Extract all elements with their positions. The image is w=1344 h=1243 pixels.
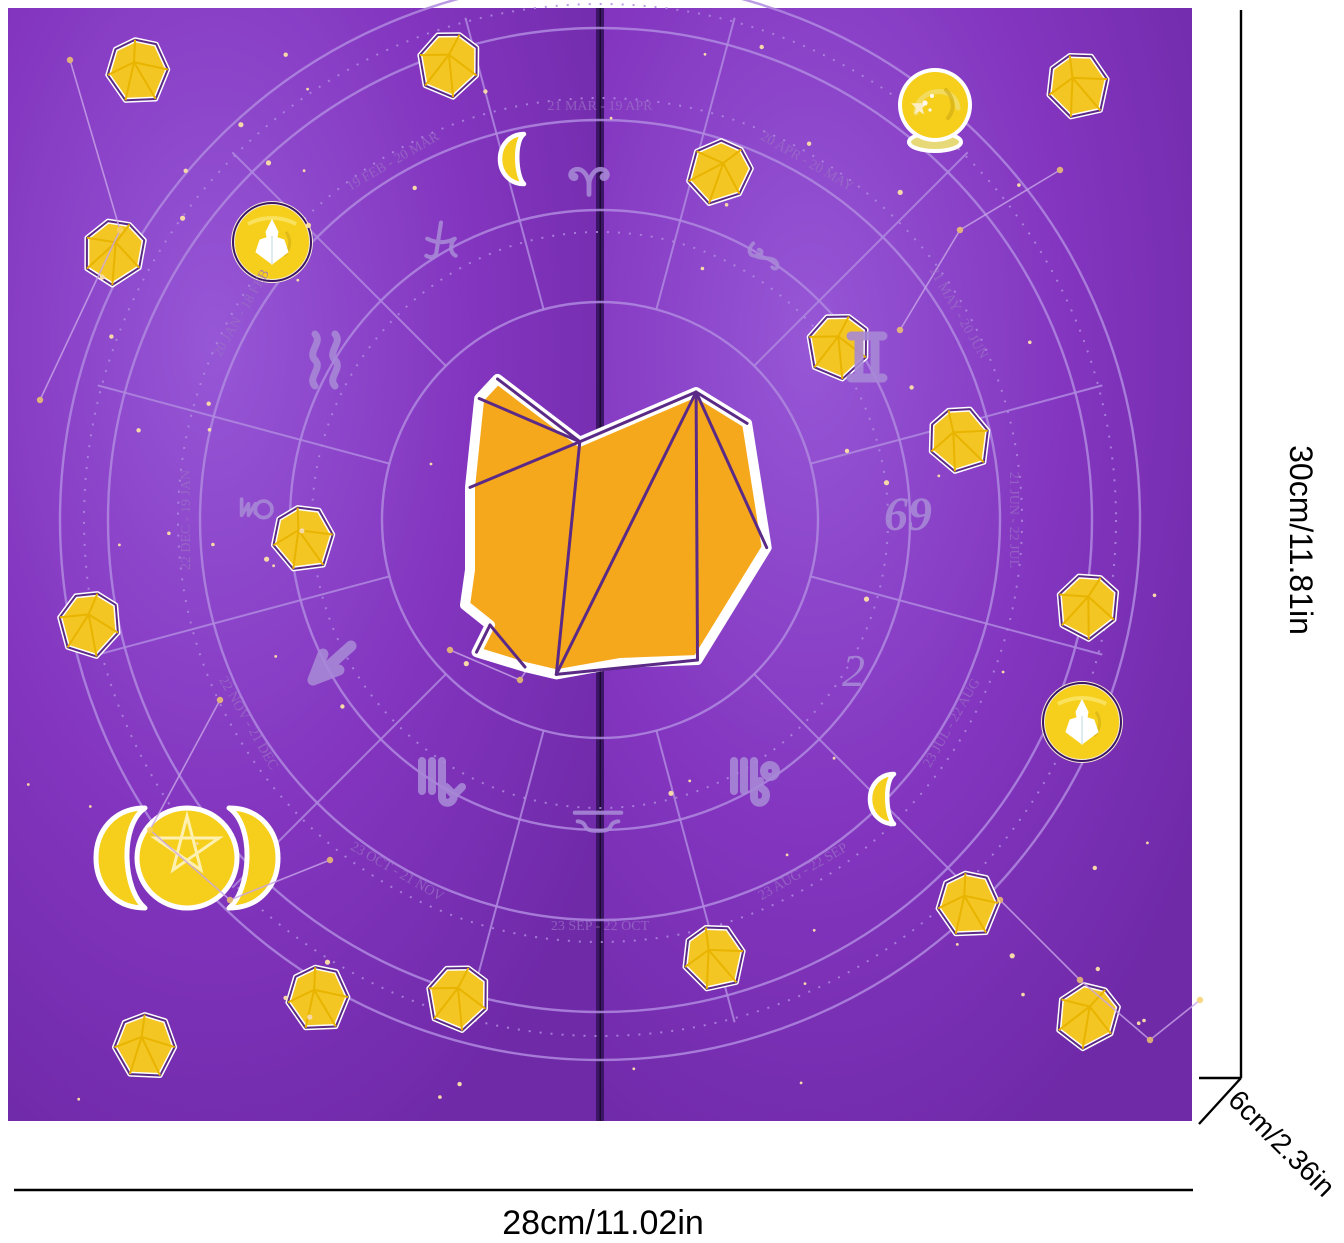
svg-text:30cm/11.81in: 30cm/11.81in xyxy=(1283,445,1319,635)
svg-text:28cm/11.02in: 28cm/11.02in xyxy=(502,1204,704,1242)
svg-text:22 DEC - 19 JAN: 22 DEC - 19 JAN xyxy=(179,470,194,570)
svg-text:6cm/2.36in: 6cm/2.36in xyxy=(1222,1084,1341,1203)
svg-text:23 SEP - 22 OCT: 23 SEP - 22 OCT xyxy=(551,919,650,934)
svg-text:21 JUN - 22 JUL: 21 JUN - 22 JUL xyxy=(1006,472,1021,568)
svg-text:21 MAR - 19 APR: 21 MAR - 19 APR xyxy=(547,99,653,114)
